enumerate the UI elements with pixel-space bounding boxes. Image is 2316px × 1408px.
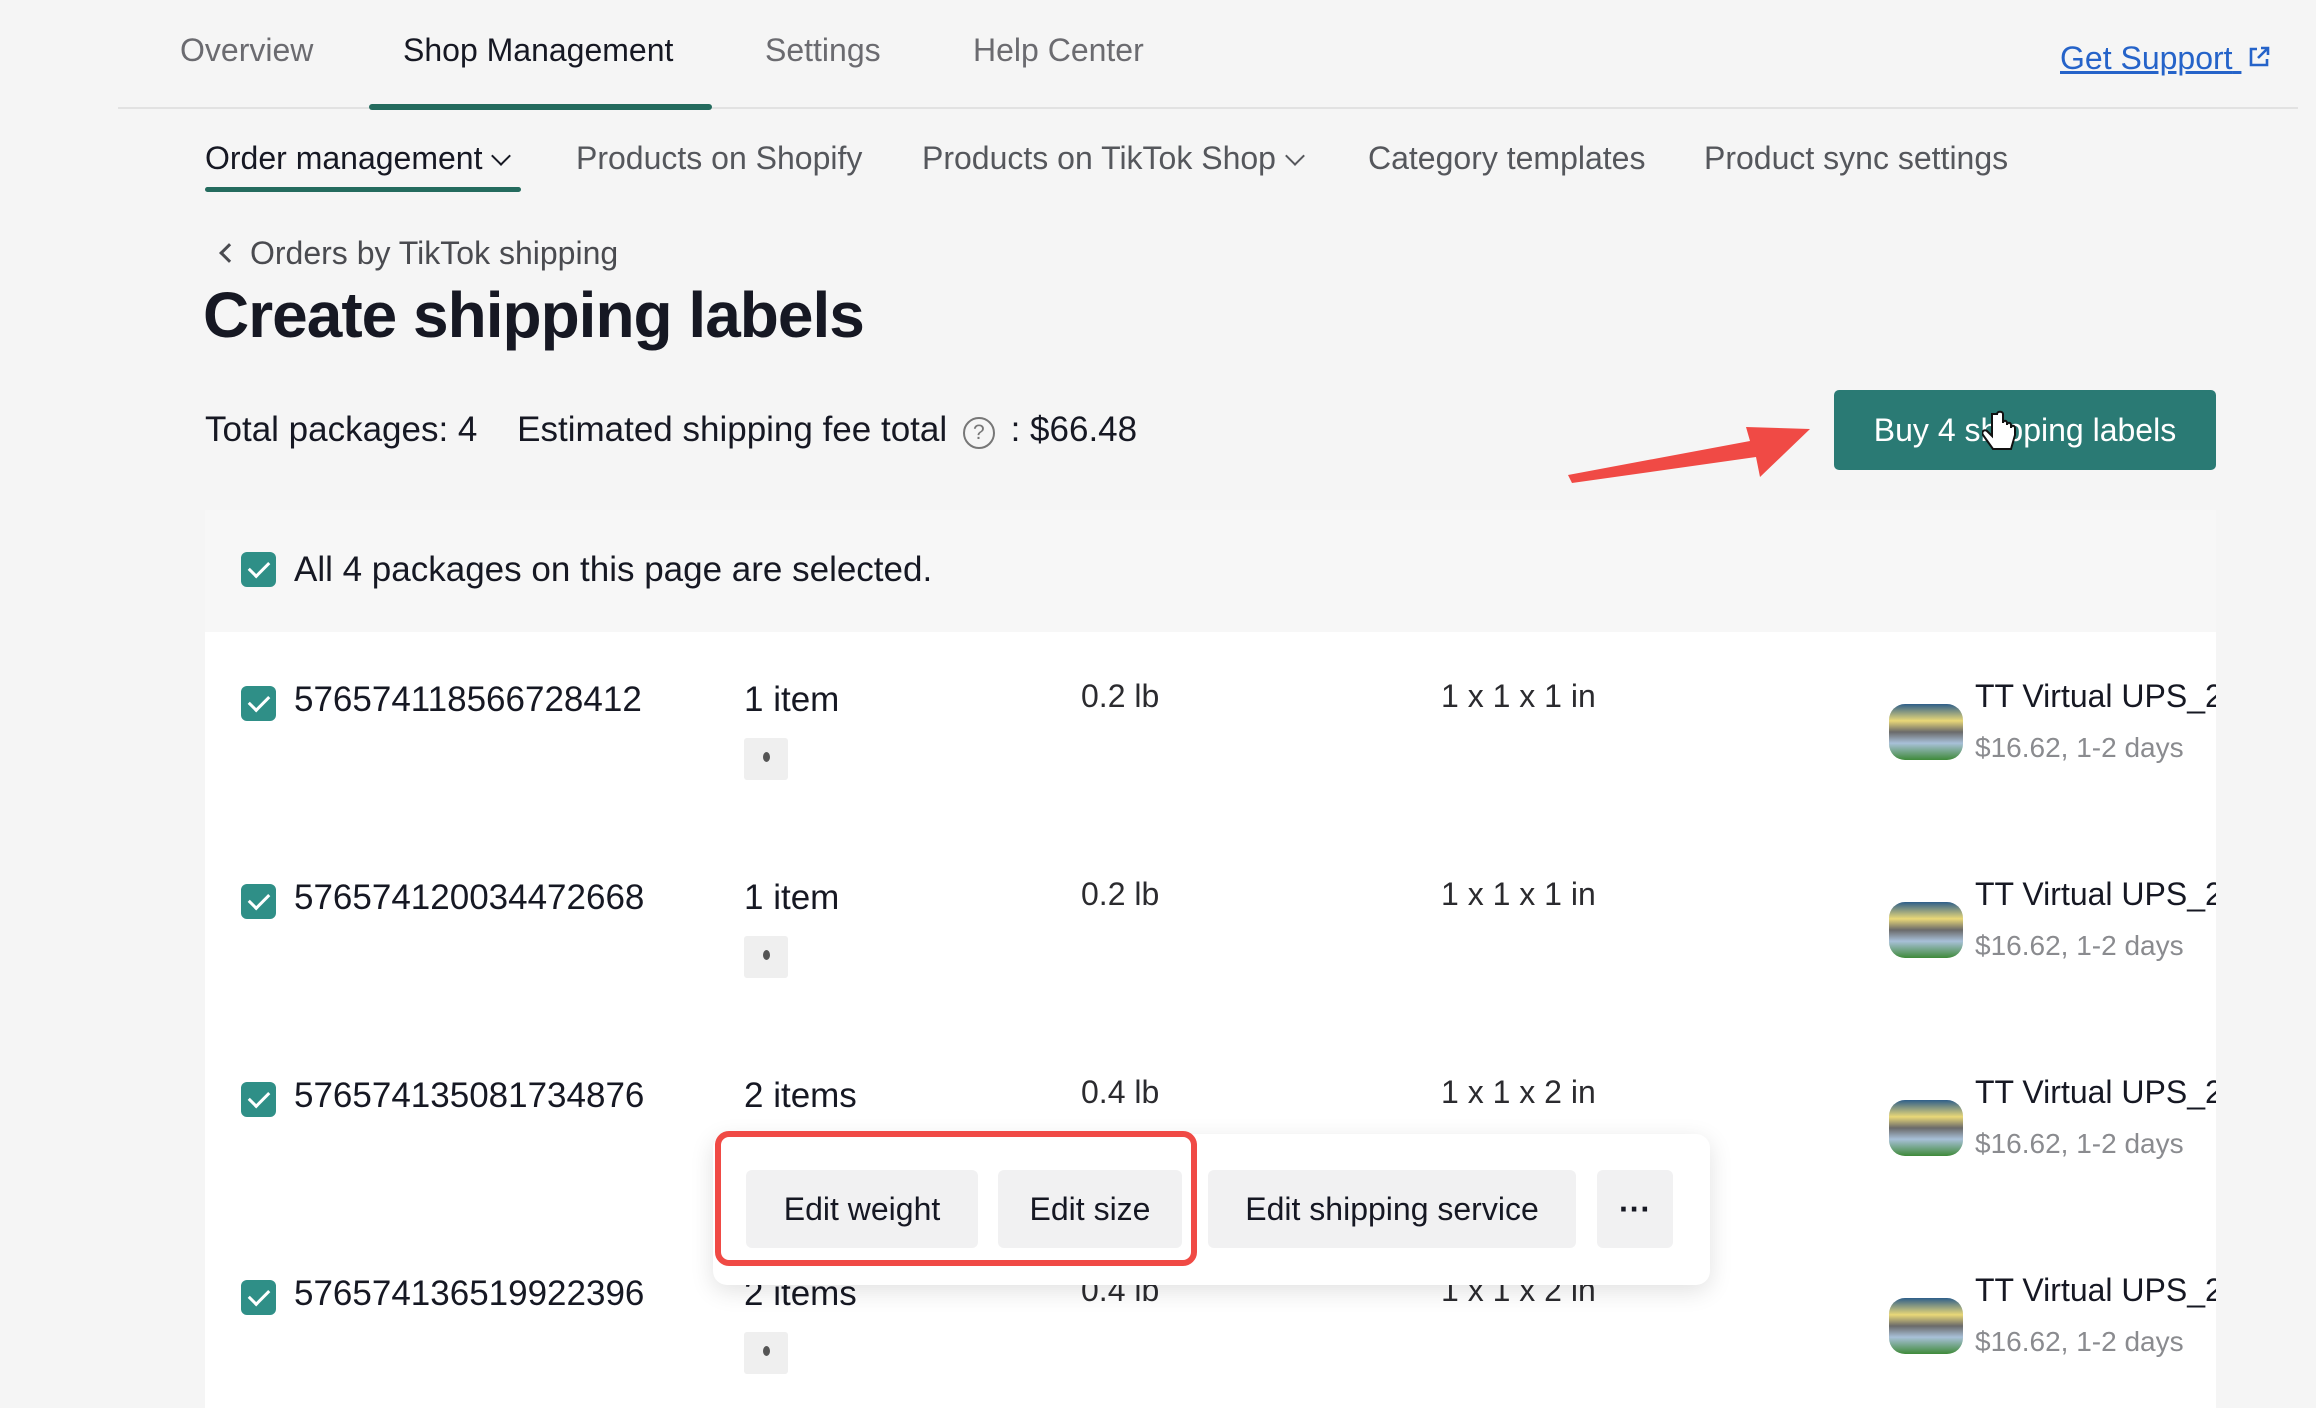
fee-total: : $66.48 — [1010, 410, 1138, 449]
item-count: 1 item — [744, 878, 840, 917]
order-id: 576574118566728412 — [294, 680, 642, 719]
product-thumbnail — [744, 738, 788, 780]
external-link-icon — [2250, 46, 2270, 67]
shipping-price: $16.62, 1-2 days — [1975, 930, 2184, 961]
package-checkbox[interactable] — [241, 1280, 276, 1315]
tab-overview[interactable]: Overview — [180, 32, 314, 68]
red-arrow-annotation — [1568, 427, 1810, 483]
package-size: 1 x 1 x 1 in — [1441, 678, 1596, 714]
subtab-products-on-shopify[interactable]: Products on Shopify — [576, 140, 863, 176]
subtab-product-sync-settings[interactable]: Product sync settings — [1704, 140, 2009, 176]
package-size: 1 x 1 x 1 in — [1441, 876, 1596, 912]
active-tab-indicator — [369, 104, 712, 110]
shipping-price: $16.62, 1-2 days — [1975, 732, 2184, 763]
order-id: 576574136519922396 — [294, 1274, 645, 1313]
edit-shipping-service-button[interactable]: Edit shipping service — [1208, 1170, 1576, 1248]
total-packages: Total packages: 4 — [205, 410, 478, 449]
hand-cursor-icon — [1982, 410, 2016, 450]
back-link[interactable]: Orders by TikTok shipping — [219, 235, 618, 272]
shipping-service: TT Virtual UPS_2D — [1975, 678, 2216, 714]
product-thumbnail — [744, 1332, 788, 1374]
chevron-left-icon — [219, 243, 239, 263]
buy-labels-button[interactable]: Buy 4 shipping labels — [1834, 390, 2216, 470]
order-id: 576574135081734876 — [294, 1076, 645, 1115]
package-checkbox[interactable] — [241, 686, 276, 721]
subtab-products-on-tiktok-shop[interactable]: Products on TikTok Shop — [922, 140, 1305, 177]
subtab-category-templates[interactable]: Category templates — [1368, 140, 1646, 176]
nav-divider — [118, 107, 2298, 109]
get-support-label: Get Support — [2060, 40, 2233, 76]
item-count: 1 item — [744, 680, 840, 719]
bulk-action-popover: Edit weight Edit size Edit shipping serv… — [713, 1134, 1710, 1285]
page-title: Create shipping labels — [203, 279, 865, 351]
tab-shop-management[interactable]: Shop Management — [403, 32, 674, 68]
select-all-text: All 4 packages on this page are selected… — [294, 550, 933, 589]
shipping-price: $16.62, 1-2 days — [1975, 1128, 2184, 1159]
carrier-avatar — [1889, 1298, 1963, 1354]
tab-settings[interactable]: Settings — [765, 32, 881, 68]
order-id: 576574120034472668 — [294, 878, 645, 917]
chevron-down-icon — [491, 146, 512, 166]
shipping-service: TT Virtual UPS_2D — [1975, 1074, 2216, 1110]
shipping-price: $16.62, 1-2 days — [1975, 1326, 2184, 1357]
package-weight: 0.4 lb — [1081, 1074, 1160, 1110]
help-icon[interactable]: ? — [962, 417, 995, 449]
edit-size-button[interactable]: Edit size — [998, 1170, 1182, 1248]
edit-weight-button[interactable]: Edit weight — [746, 1170, 978, 1248]
fee-label: Estimated shipping fee total — [517, 410, 948, 449]
active-subtab-indicator — [205, 187, 521, 192]
get-support-link[interactable]: Get Support — [2060, 40, 2271, 77]
carrier-avatar — [1889, 704, 1963, 760]
package-weight: 0.2 lb — [1081, 876, 1160, 912]
select-all-checkbox[interactable] — [241, 552, 276, 587]
product-thumbnail — [744, 936, 788, 978]
package-checkbox[interactable] — [241, 884, 276, 919]
package-checkbox[interactable] — [241, 1082, 276, 1117]
more-actions-button[interactable]: ··· — [1597, 1170, 1673, 1248]
select-all-bar: All 4 packages on this page are selected… — [205, 510, 2216, 632]
item-count: 2 items — [744, 1076, 857, 1115]
tab-help-center[interactable]: Help Center — [973, 32, 1144, 68]
package-row: 576574118566728412 1 item 0.2 lb 1 x 1 x… — [205, 632, 2216, 832]
shipping-summary: Total packages: 4 Estimated shipping fee… — [205, 410, 1137, 450]
subtab-order-management[interactable]: Order management — [205, 140, 512, 177]
carrier-avatar — [1889, 902, 1963, 958]
carrier-avatar — [1889, 1100, 1963, 1156]
package-weight: 0.2 lb — [1081, 678, 1160, 714]
package-size: 1 x 1 x 2 in — [1441, 1074, 1596, 1110]
chevron-down-icon — [1285, 146, 1305, 166]
shipping-service: TT Virtual UPS_2D — [1975, 876, 2216, 912]
highlight-box — [715, 1131, 1197, 1266]
package-row: 576574120034472668 1 item 0.2 lb 1 x 1 x… — [205, 830, 2216, 1030]
shipping-service: TT Virtual UPS_2D — [1975, 1272, 2216, 1308]
